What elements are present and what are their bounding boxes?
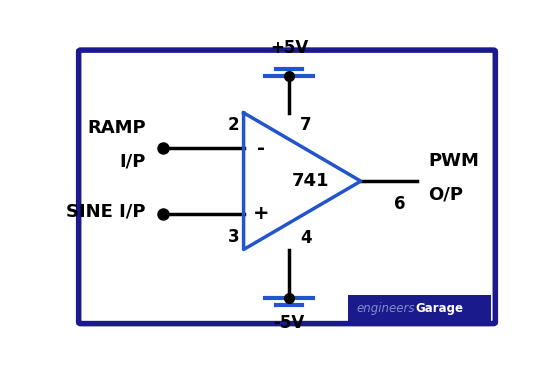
Text: RAMP: RAMP [87, 119, 146, 137]
Text: -: - [257, 139, 265, 158]
Text: Garage: Garage [415, 302, 463, 315]
Text: I/P: I/P [120, 153, 146, 171]
Text: PWM: PWM [428, 152, 479, 170]
FancyBboxPatch shape [78, 50, 495, 324]
Text: 7: 7 [300, 115, 312, 134]
Text: engineers: engineers [357, 302, 415, 315]
Text: -5V: -5V [273, 314, 305, 332]
Text: O/P: O/P [428, 185, 463, 204]
Text: 2: 2 [227, 116, 239, 134]
Text: 741: 741 [292, 172, 330, 190]
Text: 6: 6 [394, 195, 405, 213]
Bar [348, 295, 491, 322]
Text: SINE I/P: SINE I/P [67, 202, 146, 220]
Text: 3: 3 [227, 228, 239, 246]
Text: 4: 4 [300, 229, 312, 247]
Text: +5V: +5V [270, 39, 309, 57]
Text: +: + [253, 204, 269, 223]
